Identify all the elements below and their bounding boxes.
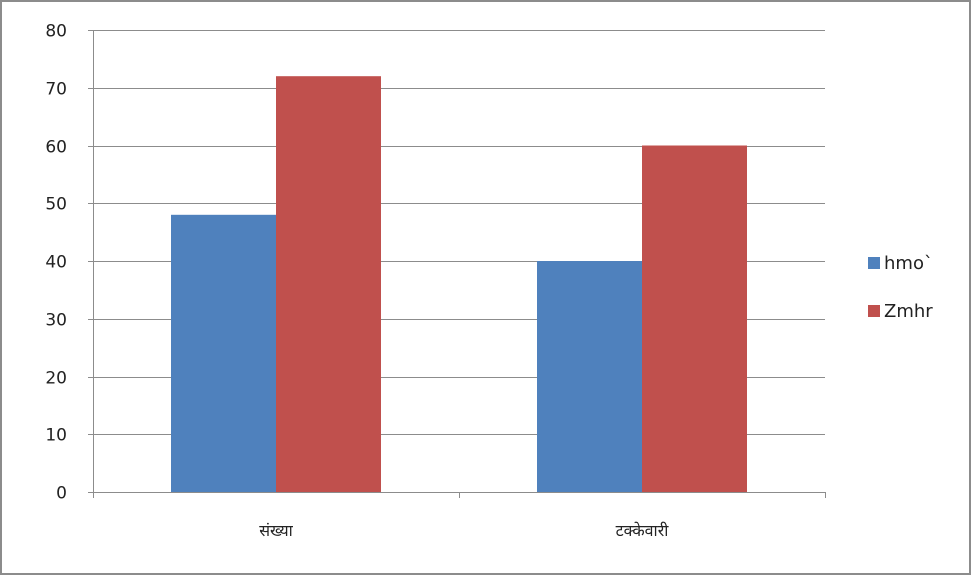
legend-swatch: [868, 305, 880, 317]
legend-swatch: [868, 257, 880, 269]
axes: 0 10 20 30 40 50 60 70 80 संख्या टक्केवारी: [45, 22, 826, 540]
bars: [171, 76, 747, 493]
bar-series-2-cat-2: [642, 145, 747, 492]
y-tick-label: 0: [56, 484, 67, 504]
bar-series-2-cat-1: [276, 76, 381, 492]
y-tick-label: 40: [45, 253, 67, 273]
y-tick-label: 80: [45, 22, 67, 42]
y-tick-label: 50: [45, 195, 67, 215]
x-category-label: टक्केवारी: [616, 521, 670, 540]
legend: hmo` Zmhr: [868, 253, 933, 322]
bar-series-1-cat-2: [537, 261, 642, 492]
bar-series-1-cat-1: [171, 214, 276, 493]
legend-label: hmo`: [884, 253, 933, 274]
y-tick-label: 70: [45, 80, 67, 100]
y-tick-label: 30: [45, 311, 67, 331]
y-tick-label: 60: [45, 138, 67, 158]
x-category-label: संख्या: [259, 521, 293, 540]
y-tick-label: 20: [45, 369, 67, 389]
y-tick-label: 10: [45, 426, 67, 446]
legend-label: Zmhr: [884, 301, 933, 322]
